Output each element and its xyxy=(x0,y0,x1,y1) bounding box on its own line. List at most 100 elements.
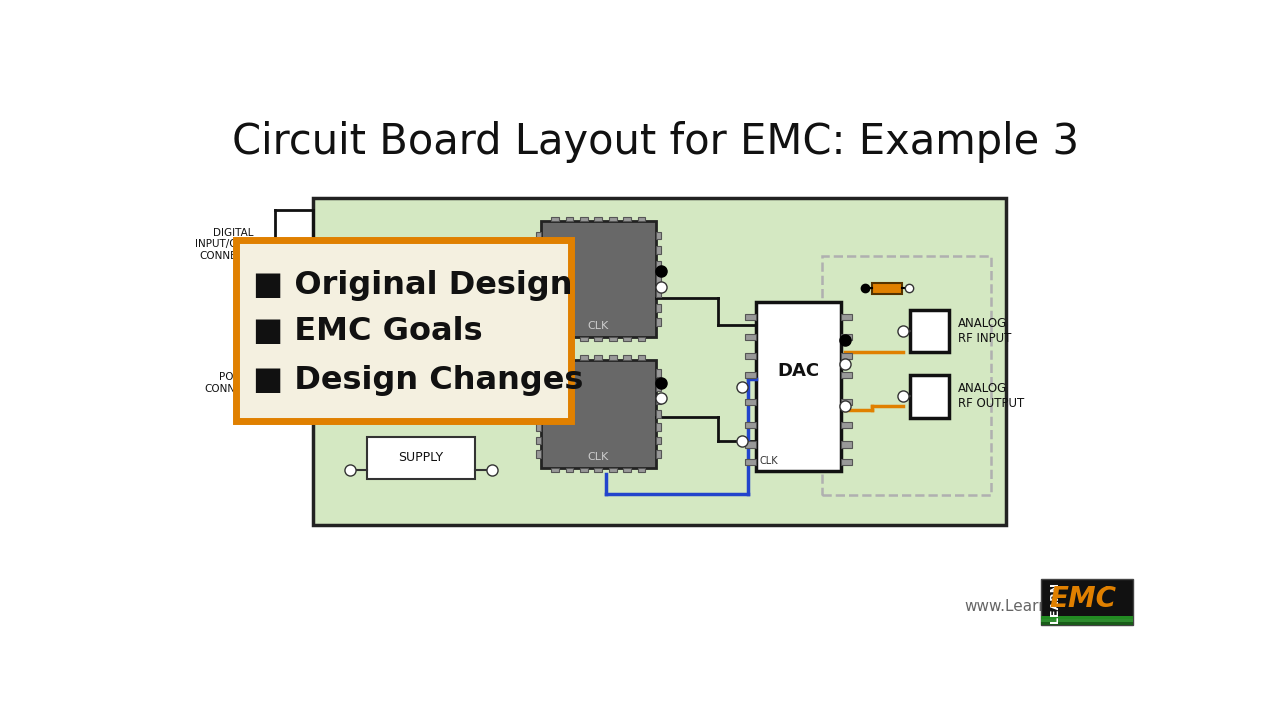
Bar xyxy=(367,437,475,479)
Bar xyxy=(623,217,631,221)
Bar xyxy=(637,217,645,221)
Bar xyxy=(745,459,756,465)
Bar xyxy=(536,261,540,269)
Bar xyxy=(566,467,573,472)
Bar xyxy=(756,302,841,472)
Bar xyxy=(745,399,756,405)
Text: LEARN: LEARN xyxy=(1050,582,1060,623)
Bar xyxy=(657,304,660,312)
Bar xyxy=(540,221,657,337)
Bar xyxy=(745,315,756,320)
Bar xyxy=(594,467,602,472)
Bar xyxy=(594,337,602,341)
Bar xyxy=(623,337,631,341)
Bar xyxy=(841,441,851,448)
Text: EMC: EMC xyxy=(1050,585,1117,613)
Bar xyxy=(623,355,631,360)
Bar xyxy=(536,383,540,390)
Bar xyxy=(536,423,540,431)
Bar xyxy=(657,396,660,404)
Bar xyxy=(822,256,991,495)
Bar xyxy=(609,355,617,360)
Text: POWER
CONNECTOR: POWER CONNECTOR xyxy=(205,372,271,394)
Bar xyxy=(536,437,540,444)
Bar xyxy=(314,198,1006,526)
Bar xyxy=(552,217,559,221)
Bar xyxy=(745,441,756,448)
Bar xyxy=(841,399,851,405)
Bar xyxy=(540,360,657,467)
Bar xyxy=(841,459,851,465)
Bar xyxy=(1041,619,1133,622)
Text: ■ Original Design: ■ Original Design xyxy=(253,269,572,300)
Text: DIGITAL
INPUT/OUTPUT
CONNECTOR: DIGITAL INPUT/OUTPUT CONNECTOR xyxy=(195,228,271,261)
Bar xyxy=(566,337,573,341)
Bar xyxy=(1041,622,1133,626)
Text: Circuit Board Layout for EMC: Example 3: Circuit Board Layout for EMC: Example 3 xyxy=(233,121,1079,163)
Bar xyxy=(657,261,660,269)
Bar xyxy=(637,467,645,472)
Bar xyxy=(873,283,901,294)
Bar xyxy=(580,467,588,472)
Bar xyxy=(637,355,645,360)
Bar xyxy=(657,246,660,254)
Bar xyxy=(536,318,540,326)
Bar xyxy=(841,372,851,378)
Text: CLK: CLK xyxy=(760,456,778,467)
Text: CLK: CLK xyxy=(588,321,609,331)
Bar xyxy=(237,240,571,421)
Bar xyxy=(609,337,617,341)
Bar xyxy=(536,450,540,458)
Bar xyxy=(536,246,540,254)
Bar xyxy=(745,372,756,378)
Bar xyxy=(841,315,851,320)
Text: .: . xyxy=(1103,575,1110,593)
Bar xyxy=(580,337,588,341)
Bar xyxy=(657,289,660,297)
Bar xyxy=(910,375,948,418)
Bar xyxy=(536,275,540,283)
Bar xyxy=(657,275,660,283)
Bar xyxy=(552,355,559,360)
Bar xyxy=(657,450,660,458)
Text: SUPPLY: SUPPLY xyxy=(398,451,444,464)
Bar xyxy=(594,355,602,360)
Bar xyxy=(657,437,660,444)
Bar xyxy=(657,318,660,326)
Bar xyxy=(566,355,573,360)
Bar xyxy=(594,217,602,221)
Bar xyxy=(745,353,756,359)
Bar xyxy=(841,333,851,340)
Bar xyxy=(657,383,660,390)
Bar xyxy=(536,304,540,312)
Bar xyxy=(580,355,588,360)
Bar xyxy=(580,217,588,221)
Bar xyxy=(536,369,540,377)
Text: DAC: DAC xyxy=(777,362,819,380)
Text: ■ EMC Goals: ■ EMC Goals xyxy=(253,316,483,347)
Bar xyxy=(536,396,540,404)
Bar xyxy=(745,422,756,428)
Text: ANALOG
RF OUTPUT: ANALOG RF OUTPUT xyxy=(957,382,1024,410)
Bar xyxy=(657,423,660,431)
Bar xyxy=(841,353,851,359)
Bar xyxy=(657,232,660,240)
Bar xyxy=(637,337,645,341)
Bar xyxy=(1041,579,1133,626)
Bar xyxy=(745,333,756,340)
Bar xyxy=(841,422,851,428)
Text: ANALOG
RF INPUT: ANALOG RF INPUT xyxy=(957,317,1011,345)
Text: CLK: CLK xyxy=(588,451,609,462)
Bar xyxy=(536,410,540,418)
Bar xyxy=(657,410,660,418)
Bar xyxy=(566,217,573,221)
Bar xyxy=(609,467,617,472)
Bar xyxy=(536,232,540,240)
Bar xyxy=(609,217,617,221)
Bar xyxy=(657,369,660,377)
Bar xyxy=(536,289,540,297)
Bar xyxy=(1041,616,1133,619)
Bar xyxy=(910,310,948,352)
Text: www.LearnEMC.com: www.LearnEMC.com xyxy=(964,598,1119,613)
Bar xyxy=(623,467,631,472)
